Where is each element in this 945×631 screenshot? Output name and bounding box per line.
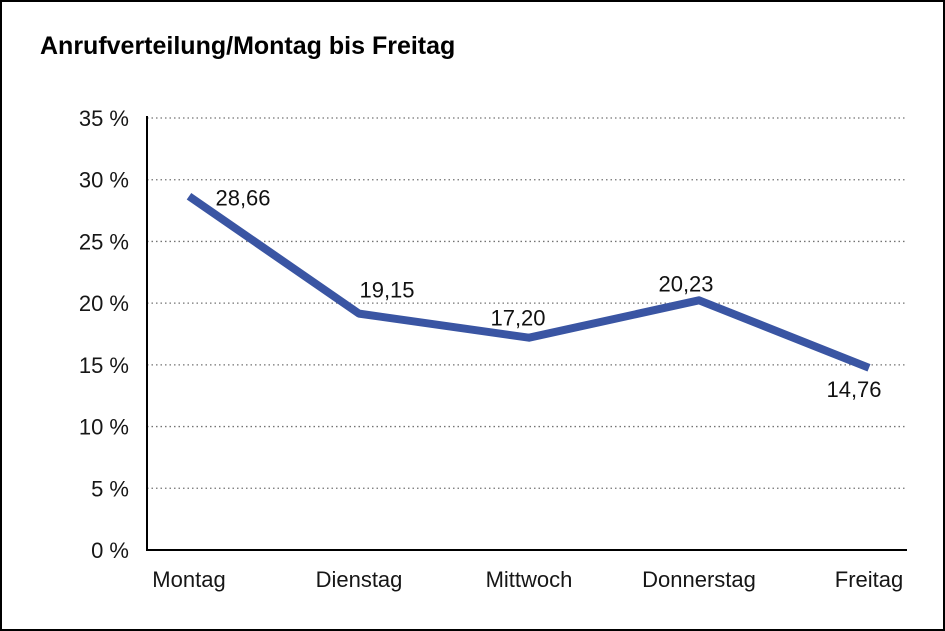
data-point-label: 20,23	[658, 271, 713, 296]
x-axis-category-label: Freitag	[835, 567, 903, 592]
y-axis-tick-label: 0 %	[91, 538, 129, 563]
y-axis-tick-label: 10 %	[79, 415, 129, 440]
series-line	[186, 192, 871, 372]
y-axis-tick-label: 25 %	[79, 229, 129, 254]
data-point-label: 14,76	[826, 377, 881, 402]
y-axis-tick-labels: 0 % 5 % 10 % 15 % 20 % 25 % 30 % 35 %	[79, 106, 129, 563]
y-axis-tick-label: 35 %	[79, 106, 129, 131]
y-axis-tick-label: 20 %	[79, 291, 129, 316]
y-axis-tick-label: 5 %	[91, 476, 129, 501]
chart-title: Anrufverteilung/Montag bis Freitag	[40, 32, 456, 60]
gridlines	[147, 117, 907, 489]
x-axis-category-label: Mittwoch	[486, 567, 573, 592]
x-axis-category-label: Montag	[152, 567, 225, 592]
y-axis-tick-label: 30 %	[79, 168, 129, 193]
x-axis-category-label: Dienstag	[316, 567, 403, 592]
data-point-label: 28,66	[215, 185, 270, 210]
data-point-labels: 28,66 19,15 17,20 20,23 14,76	[215, 185, 881, 402]
x-axis-category-labels: Montag Dienstag Mittwoch Donnerstag Freitag	[152, 567, 903, 592]
x-axis-category-label: Donnerstag	[642, 567, 756, 592]
data-point-label: 19,15	[359, 278, 414, 303]
y-axis-tick-label: 15 %	[79, 353, 129, 378]
data-point-label: 17,20	[490, 306, 545, 331]
